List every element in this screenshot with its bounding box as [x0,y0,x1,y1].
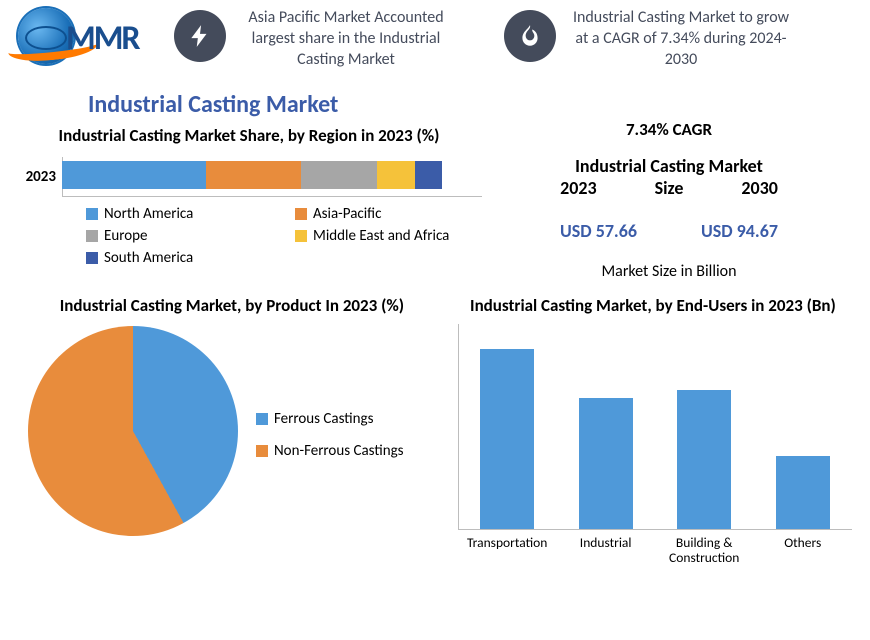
product-legend: Ferrous Castings Non-Ferrous Castings [256,402,404,460]
size-title-l1: Industrial Casting Market [575,155,763,177]
enduser-x-labels: TransportationIndustrialBuilding & Const… [458,535,852,566]
bolt-badge [174,10,226,62]
product-pie [28,326,238,536]
enduser-plot-area [458,324,852,530]
region-x-axis [62,196,482,197]
enduser-bar-industrial [579,398,633,530]
region-chart-title: Industrial Casting Market Share, by Regi… [14,125,484,146]
product-chart: Industrial Casting Market, by Product In… [14,295,450,554]
legend-label: Europe [104,227,147,245]
region-year-label: 2023 [14,168,62,186]
region-stacked-bar [62,161,442,189]
bolt-icon [187,23,213,49]
region-legend: North America Asia-Pacific Europe Middle Ea… [14,197,484,267]
region-seg-middle-east-and-africa [377,161,415,189]
product-legend-item: Non-Ferrous Castings [256,442,404,460]
size-title-l2: Size [655,178,684,200]
mmr-logo: MMR [14,8,164,68]
enduser-x-axis [458,529,852,530]
legend-swatch [86,208,98,220]
region-chart: Industrial Casting Market Share, by Regi… [14,125,484,280]
size-value-a: USD 57.66 [560,220,637,242]
enduser-chart: Industrial Casting Market, by End-Users … [450,295,856,554]
region-legend-item: Asia-Pacific [295,205,484,223]
logo-text: MMR [66,18,139,59]
region-legend-item: Middle East and Africa [295,227,484,245]
cagr-heading: 7.34% CAGR [484,119,854,140]
region-seg-south-america [415,161,442,189]
region-legend-item: Europe [86,227,275,245]
legend-swatch [295,208,307,220]
legend-label: South America [104,249,193,267]
enduser-bar-others [776,456,830,530]
enduser-x-label: Transportation [458,535,557,566]
size-year-a: 2023 [560,178,597,200]
market-size-panel: 7.34% CAGR Industrial Casting Market 202… [484,125,854,280]
size-year-b: 2030 [741,178,778,200]
legend-label: Middle East and Africa [313,227,449,245]
flame-badge [504,10,556,62]
enduser-col-slot [458,349,557,530]
region-seg-north-america [62,161,206,189]
enduser-col-slot [655,390,754,530]
region-legend-item: North America [86,205,275,223]
enduser-x-label: Industrial [556,535,655,566]
size-value-b: USD 94.67 [701,220,778,242]
enduser-bar-building-construction [677,390,731,530]
enduser-bar-transportation [480,349,534,530]
enduser-x-label: Building & Construction [655,535,754,566]
header-blurb-2: Industrial Casting Market to grow at a C… [566,8,796,70]
legend-label: Non-Ferrous Castings [274,442,404,460]
region-seg-europe [301,161,377,189]
legend-swatch [295,230,307,242]
header-blurb-1: Asia Pacific Market Accounted largest sh… [236,8,456,70]
legend-swatch [86,252,98,264]
legend-swatch [256,413,268,425]
legend-swatch [86,230,98,242]
legend-label: North America [104,205,193,223]
legend-label: Ferrous Castings [274,410,373,428]
product-chart-title: Industrial Casting Market, by Product In… [14,295,450,316]
enduser-col-slot [556,398,655,530]
page-title: Industrial Casting Market [0,70,870,125]
legend-label: Asia-Pacific [313,205,381,223]
enduser-x-label: Others [753,535,852,566]
legend-swatch [256,445,268,457]
region-seg-asia-pacific [206,161,301,189]
size-note: Market Size in Billion [484,262,854,281]
flame-icon [517,23,543,49]
size-title: Industrial Casting Market 2023 Size 2030 [484,156,854,199]
header: MMR Asia Pacific Market Accounted larges… [0,0,870,70]
enduser-col-slot [753,456,852,530]
enduser-chart-title: Industrial Casting Market, by End-Users … [450,295,856,316]
region-legend-item: South America [86,249,275,267]
product-legend-item: Ferrous Castings [256,410,404,428]
